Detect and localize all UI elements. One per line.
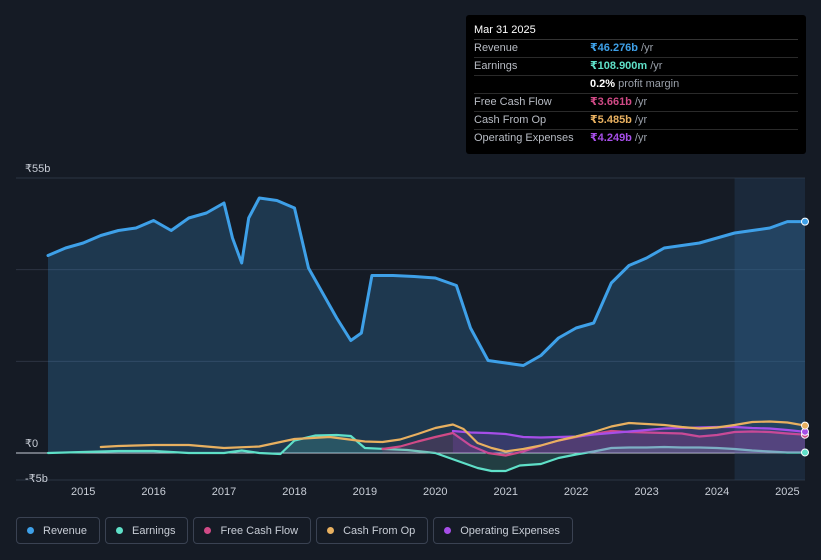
tooltip-row: Revenue ₹46.276b/yr (474, 40, 798, 58)
legend-label: Revenue (43, 524, 88, 537)
tooltip-unit: /yr (634, 114, 648, 126)
tooltip-row: Earnings ₹108.900m/yr (474, 58, 798, 76)
tooltip-row: Cash From Op ₹5.485b/yr (474, 112, 798, 130)
x-tick-label: 2022 (564, 486, 588, 498)
tooltip-label: Cash From Op (474, 114, 547, 126)
tooltip-value: ₹3.661b (590, 96, 632, 108)
gridlines (16, 177, 805, 481)
x-tick-label: 2023 (634, 486, 658, 498)
y-tick-label: ₹55b (25, 163, 50, 175)
tooltip-value: ₹108.900m (590, 60, 648, 72)
x-tick-label: 2021 (493, 486, 517, 498)
legend-dot-icon (116, 527, 124, 534)
tooltip-value: ₹5.485b (590, 114, 632, 126)
legend-item-operating-expenses[interactable]: Operating Expenses (433, 517, 573, 544)
tooltip-row: Free Cash Flow ₹3.661b/yr (474, 94, 798, 112)
earnings-line (46, 433, 807, 473)
tooltip-row: 0.2% profit margin (474, 76, 798, 94)
revenue-area (48, 198, 805, 453)
tooltip-label: Earnings (474, 60, 518, 72)
cfo-line (99, 420, 807, 453)
legend-item-cash-from-op[interactable]: Cash From Op (316, 517, 429, 544)
x-tick-label: 2024 (705, 486, 729, 498)
legend-label: Free Cash Flow (220, 524, 299, 537)
cfo-end-dot (801, 421, 809, 430)
tooltip: Mar 31 2025 Revenue ₹46.276b/yr Earnings ₹1… (466, 15, 806, 154)
chart: ₹55b₹0-₹5b 2015 2016 2017 2018 2019 2020 2021 2… (16, 163, 809, 498)
revenue-end-dot (801, 217, 809, 226)
opex-line (451, 425, 807, 439)
tooltip-label: Free Cash Flow (474, 96, 552, 108)
tooltip-label (474, 76, 590, 93)
legend-dot-icon (444, 527, 452, 534)
x-tick-label: 2017 (212, 486, 236, 498)
tooltip-unit: /yr (634, 96, 648, 108)
legend-item-revenue[interactable]: Revenue (16, 517, 101, 544)
x-tick-label: 2019 (353, 486, 377, 498)
legend-label: Operating Expenses (460, 524, 560, 537)
tooltip-value: ₹46.276b (590, 42, 639, 54)
legend-dot-icon (327, 527, 335, 534)
plot-area (16, 178, 805, 480)
legend-item-earnings[interactable]: Earnings (105, 517, 189, 544)
earnings-end-dot (801, 448, 809, 457)
legend: Revenue Earnings Free Cash Flow Cash From O… (16, 517, 573, 546)
tooltip-row: Operating Expenses ₹4.249b/yr (474, 130, 798, 147)
legend-label: Earnings (132, 524, 176, 537)
y-axis: ₹55b ₹0 -₹5b (25, 163, 50, 485)
x-tick-label: 2020 (423, 486, 447, 498)
tooltip-date: Mar 31 2025 (474, 22, 798, 40)
legend-dot-icon (27, 527, 34, 534)
tooltip-value: 0.2% (590, 78, 616, 90)
legend-label: Cash From Op (343, 524, 416, 537)
legend-dot-icon (204, 527, 212, 534)
end-markers (801, 217, 809, 457)
y-tick-label: ₹0 (25, 438, 38, 450)
tooltip-unit: /yr (650, 60, 663, 72)
x-axis: 2015 2016 2017 2018 2019 2020 2021 2022 2023 2024… (71, 486, 800, 498)
tooltip-unit: /yr (641, 42, 654, 54)
x-tick-label: 2015 (71, 486, 95, 498)
x-tick-label: 2018 (282, 486, 306, 498)
tooltip-value: ₹4.249b (590, 132, 632, 144)
legend-item-free-cash-flow[interactable]: Free Cash Flow (193, 517, 312, 544)
tooltip-unit: /yr (634, 132, 648, 144)
series-layer (46, 196, 807, 473)
x-tick-label: 2016 (141, 486, 165, 498)
tooltip-unit: profit margin (618, 78, 680, 90)
revenue-line (46, 196, 807, 367)
y-tick-label: -₹5b (25, 473, 48, 485)
x-tick-label: 2025 (775, 486, 799, 498)
tooltip-label: Operating Expenses (474, 132, 574, 144)
tooltip-label: Revenue (474, 42, 519, 54)
